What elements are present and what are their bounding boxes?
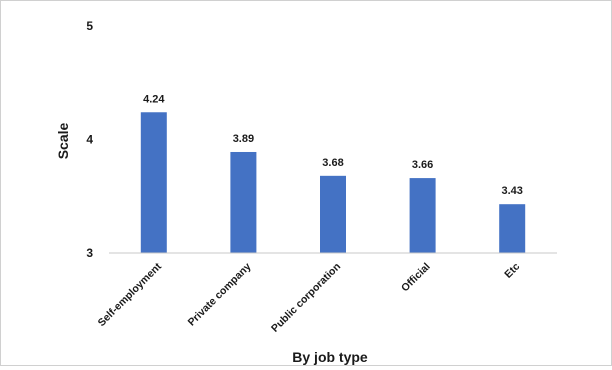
y-tick-label: 3 [86,246,93,260]
data-labels: 4.24 3.89 3.68 3.66 3.43 [143,93,523,197]
data-label: 3.68 [322,157,343,169]
bars [140,112,526,253]
data-label: 3.66 [412,159,433,171]
x-axis-title: By job type [292,349,368,365]
bar [320,175,346,253]
x-tick-label: Etc [502,261,522,281]
bar [140,112,167,253]
x-tick-label: Official [399,261,433,295]
y-axis-ticks: 3 4 5 [86,19,93,260]
data-label: 3.43 [501,185,522,197]
bar [409,178,436,253]
x-tick-label: Private company [186,261,254,329]
y-tick-label: 5 [86,19,93,33]
x-axis-category-labels: Self-employment Private company Public cor… [96,260,523,334]
x-tick-label: Public corporation [269,261,343,335]
y-axis-title: Scale [55,122,71,159]
x-tick-label: Self-employment [96,260,165,329]
bar [230,151,257,253]
data-label: 4.24 [143,93,165,105]
bar [499,204,526,253]
data-label: 3.89 [233,133,254,145]
y-tick-label: 4 [86,133,93,147]
